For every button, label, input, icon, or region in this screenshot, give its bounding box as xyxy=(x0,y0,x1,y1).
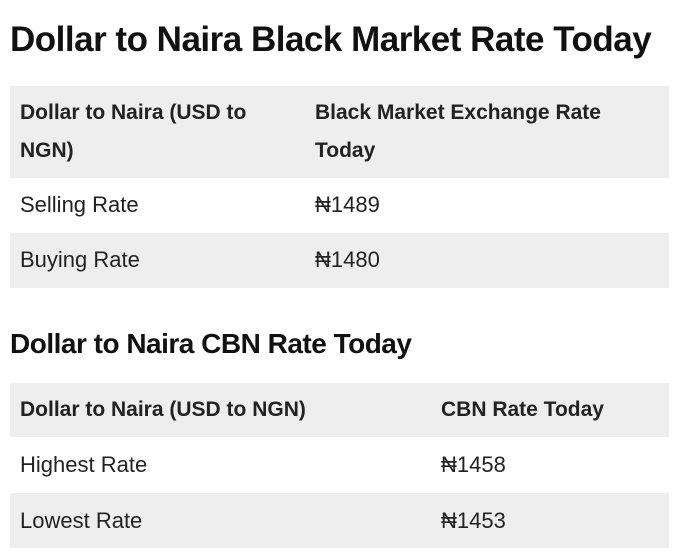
table-row: Lowest Rate ₦1453 xyxy=(10,493,669,548)
table: Dollar to Naira (USD to NGN) Black Marke… xyxy=(10,86,669,288)
cell: ₦1480 xyxy=(315,247,380,272)
heading: Dollar to Naira CBN Rate Today xyxy=(10,328,412,359)
heading: Dollar to Naira Black Market Rate Today xyxy=(10,20,652,59)
table-row: Selling Rate ₦1489 xyxy=(10,178,669,233)
table-row: Highest Rate ₦1458 xyxy=(10,437,669,493)
cell: Selling Rate xyxy=(20,192,139,217)
header-cell: Dollar to Naira (USD to NGN) xyxy=(20,398,306,421)
cell: Highest Rate xyxy=(20,452,148,477)
cell: ₦1458 xyxy=(441,452,506,477)
header-cell: Black Market Exchange Rate Today xyxy=(315,101,601,162)
header-cell: CBN Rate Today xyxy=(441,398,604,421)
table-row: Buying Rate ₦1480 xyxy=(10,233,669,288)
header-row: Dollar to Naira (USD to NGN) CBN Rate To… xyxy=(10,383,669,437)
cell: ₦1453 xyxy=(441,508,506,533)
table: Dollar to Naira (USD to NGN) CBN Rate To… xyxy=(10,383,669,548)
cell: Buying Rate xyxy=(20,247,140,272)
cell: Lowest Rate xyxy=(20,508,143,533)
header-row: Dollar to Naira (USD to NGN) Black Marke… xyxy=(10,86,669,178)
cell: ₦1489 xyxy=(315,192,380,217)
header-cell: Dollar to Naira (USD to NGN) xyxy=(20,101,247,162)
